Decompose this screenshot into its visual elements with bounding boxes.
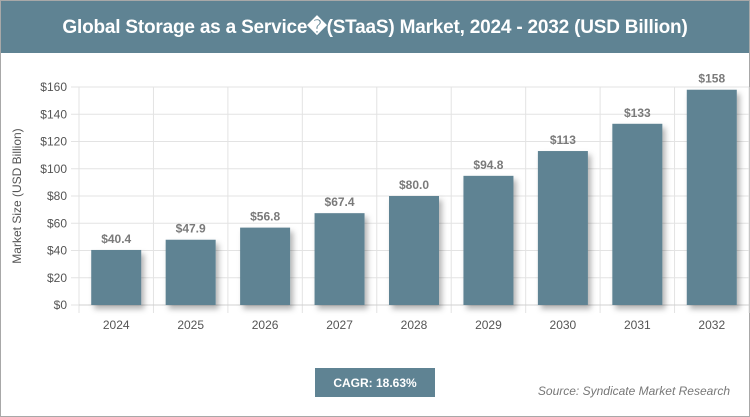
source-note: Source: Syndicate Market Research <box>537 384 730 398</box>
x-tick-label: 2024 <box>103 318 130 332</box>
x-tick-label: 2029 <box>475 318 502 332</box>
bar <box>314 213 365 305</box>
x-tick-label: 2026 <box>252 318 279 332</box>
bar <box>91 249 142 305</box>
x-tick-label: 2027 <box>326 318 353 332</box>
bar <box>686 89 737 305</box>
bar <box>389 196 439 305</box>
data-label: $133 <box>624 106 651 120</box>
data-label: $47.9 <box>176 222 206 236</box>
x-tick-label: 2030 <box>550 318 577 332</box>
data-label: $80.0 <box>399 178 429 192</box>
y-tick-label: $60 <box>47 216 67 230</box>
y-tick-label: $40 <box>47 244 67 258</box>
x-tick-label: 2028 <box>401 318 428 332</box>
bar <box>612 123 663 305</box>
x-tick-label: 2032 <box>698 318 725 332</box>
x-tick-label: 2025 <box>177 318 204 332</box>
y-tick-label: $120 <box>40 135 67 149</box>
chart-title: Global Storage as a Service�(STaaS) Mark… <box>1 1 749 53</box>
y-tick-label: $140 <box>40 107 67 121</box>
data-label: $56.8 <box>250 210 280 224</box>
x-tick-label: 2031 <box>624 318 651 332</box>
bar <box>240 227 291 305</box>
data-label: $113 <box>550 133 576 147</box>
y-tick-label: $80 <box>47 189 67 203</box>
y-axis-label: Market Size (USD Billion) <box>10 128 24 263</box>
data-label: $67.4 <box>325 195 355 209</box>
y-tick-label: $160 <box>40 80 67 94</box>
bar <box>165 239 216 305</box>
data-label: $94.8 <box>473 158 503 172</box>
bar <box>537 151 588 305</box>
y-tick-label: $20 <box>47 271 67 285</box>
data-label: $158 <box>698 72 725 86</box>
data-label: $40.4 <box>101 232 131 246</box>
y-tick-label: $100 <box>40 162 67 176</box>
bar <box>463 175 514 305</box>
y-tick-label: $0 <box>54 298 68 312</box>
cagr-badge: CAGR: 18.63% <box>315 368 435 397</box>
